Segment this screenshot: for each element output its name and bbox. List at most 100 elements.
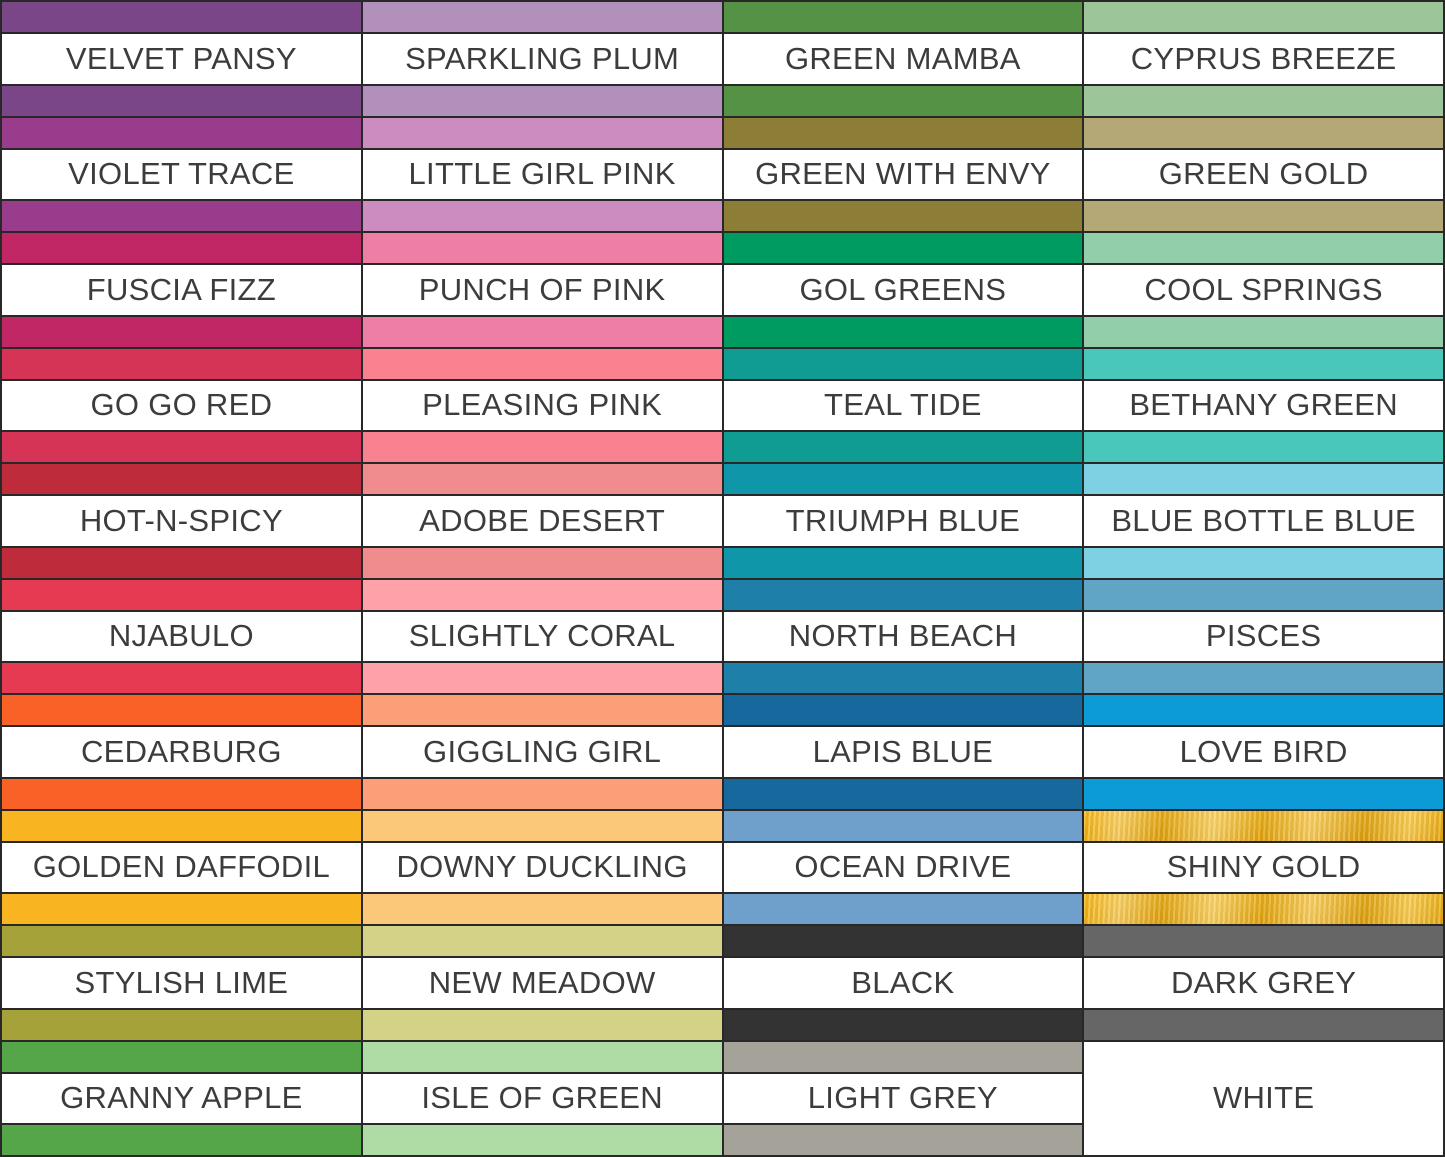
swatch-color-top-north-beach	[723, 579, 1083, 610]
swatch-color-bottom-golden-daffodil	[2, 894, 361, 924]
swatch-name-label-giggling-girl: GIGGLING GIRL	[362, 727, 722, 777]
swatch-cell-pleasing-pink: PLEASING PINK	[362, 348, 722, 462]
swatch-name-label-violet-trace: VIOLET TRACE	[2, 149, 361, 199]
swatch-name-label-go-go-red: GO GO RED	[2, 380, 361, 430]
swatch-cell-blue-bottle-blue: BLUE BOTTLE BLUE	[1084, 464, 1443, 578]
swatch-color-bottom-green-with-envy	[723, 201, 1083, 231]
swatch-color-bottom-light-grey	[723, 1125, 1083, 1155]
swatch-cell-light-grey: LIGHT GREY	[723, 1041, 1083, 1155]
swatch-color-bottom-cyprus-breeze	[1084, 85, 1443, 116]
swatch-color-top-slightly-coral	[362, 579, 722, 610]
swatch-color-bottom-hot-n-spicy	[2, 547, 361, 578]
swatch-color-top-njabulo	[2, 579, 361, 610]
swatch-color-bottom-little-girl-pink	[362, 201, 722, 231]
swatch-cell-sparkling-plum: SPARKLING PLUM	[362, 2, 722, 116]
swatch-name-label-fuscia-fizz: FUSCIA FIZZ	[2, 265, 361, 315]
swatch-color-top-giggling-girl	[362, 695, 722, 725]
swatch-color-top-green-with-envy	[723, 117, 1083, 148]
swatch-name-label-white: WHITE	[1084, 1041, 1443, 1155]
swatch-color-bottom-dark-grey	[1084, 1009, 1443, 1040]
swatch-color-top-velvet-pansy	[2, 2, 361, 32]
swatch-cell-ocean-drive: OCEAN DRIVE	[723, 810, 1083, 924]
swatch-color-top-punch-of-pink	[362, 233, 722, 263]
swatch-name-label-ocean-drive: OCEAN DRIVE	[723, 842, 1083, 892]
swatch-name-label-bethany-green: BETHANY GREEN	[1084, 380, 1443, 430]
swatch-color-top-cool-springs	[1084, 233, 1443, 263]
swatch-color-top-new-meadow	[362, 926, 722, 956]
swatch-color-bottom-cool-springs	[1084, 316, 1443, 347]
swatch-cell-punch-of-pink: PUNCH OF PINK	[362, 233, 722, 347]
swatch-cell-black: BLACK	[723, 926, 1083, 1040]
swatch-color-top-dark-grey	[1084, 926, 1443, 956]
swatch-color-bottom-fuscia-fizz	[2, 316, 361, 347]
swatch-name-label-green-mamba: GREEN MAMBA	[723, 34, 1083, 84]
swatch-name-label-pisces: PISCES	[1084, 611, 1443, 661]
swatch-name-label-green-gold: GREEN GOLD	[1084, 149, 1443, 199]
swatch-cell-granny-apple: GRANNY APPLE	[2, 1041, 361, 1155]
swatch-name-label-njabulo: NJABULO	[2, 611, 361, 661]
swatch-name-label-north-beach: NORTH BEACH	[723, 611, 1083, 661]
swatch-cell-green-gold: GREEN GOLD	[1084, 117, 1443, 231]
swatch-color-bottom-pisces	[1084, 663, 1443, 693]
swatch-color-bottom-black	[723, 1009, 1083, 1040]
swatch-cell-cool-springs: COOL SPRINGS	[1084, 233, 1443, 347]
swatch-color-bottom-triumph-blue	[723, 547, 1083, 578]
swatch-name-label-triumph-blue: TRIUMPH BLUE	[723, 496, 1083, 546]
swatch-color-top-black	[723, 926, 1083, 956]
swatch-name-label-sparkling-plum: SPARKLING PLUM	[362, 34, 722, 84]
swatch-name-label-black: BLACK	[723, 958, 1083, 1008]
swatch-name-label-green-with-envy: GREEN WITH ENVY	[723, 149, 1083, 199]
swatch-cell-pisces: PISCES	[1084, 579, 1443, 693]
swatch-name-label-velvet-pansy: VELVET PANSY	[2, 34, 361, 84]
swatch-color-bottom-shiny-gold	[1084, 894, 1443, 924]
swatch-cell-new-meadow: NEW MEADOW	[362, 926, 722, 1040]
swatch-cell-triumph-blue: TRIUMPH BLUE	[723, 464, 1083, 578]
swatch-color-bottom-love-bird	[1084, 778, 1443, 809]
swatch-name-label-cedarburg: CEDARBURG	[2, 727, 361, 777]
swatch-cell-velvet-pansy: VELVET PANSY	[2, 2, 361, 116]
swatch-cell-go-go-red: GO GO RED	[2, 348, 361, 462]
swatch-color-bottom-adobe-desert	[362, 547, 722, 578]
swatch-cell-white: WHITE	[1084, 1041, 1443, 1155]
swatch-color-bottom-lapis-blue	[723, 778, 1083, 809]
swatch-color-bottom-sparkling-plum	[362, 85, 722, 116]
swatch-color-bottom-isle-of-green	[362, 1125, 722, 1155]
swatch-cell-njabulo: NJABULO	[2, 579, 361, 693]
swatch-color-top-love-bird	[1084, 695, 1443, 725]
swatch-cell-shiny-gold: SHINY GOLD	[1084, 810, 1443, 924]
swatch-color-bottom-cedarburg	[2, 778, 361, 809]
swatch-color-top-cyprus-breeze	[1084, 2, 1443, 32]
swatch-color-top-isle-of-green	[362, 1041, 722, 1072]
swatch-color-bottom-velvet-pansy	[2, 85, 361, 116]
swatch-color-top-green-mamba	[723, 2, 1083, 32]
swatch-color-top-lapis-blue	[723, 695, 1083, 725]
swatch-color-bottom-pleasing-pink	[362, 432, 722, 462]
swatch-color-top-stylish-lime	[2, 926, 361, 956]
swatch-name-label-love-bird: LOVE BIRD	[1084, 727, 1443, 777]
swatch-cell-isle-of-green: ISLE OF GREEN	[362, 1041, 722, 1155]
swatch-cell-downy-duckling: DOWNY DUCKLING	[362, 810, 722, 924]
swatch-cell-stylish-lime: STYLISH LIME	[2, 926, 361, 1040]
swatch-name-label-dark-grey: DARK GREY	[1084, 958, 1443, 1008]
swatch-cell-adobe-desert: ADOBE DESERT	[362, 464, 722, 578]
swatch-cell-green-mamba: GREEN MAMBA	[723, 2, 1083, 116]
swatch-color-top-shiny-gold	[1084, 810, 1443, 841]
swatch-name-label-slightly-coral: SLIGHTLY CORAL	[362, 611, 722, 661]
swatch-cell-slightly-coral: SLIGHTLY CORAL	[362, 579, 722, 693]
swatch-cell-gol-greens: GOL GREENS	[723, 233, 1083, 347]
swatch-cell-dark-grey: DARK GREY	[1084, 926, 1443, 1040]
swatch-name-label-punch-of-pink: PUNCH OF PINK	[362, 265, 722, 315]
swatch-name-label-shiny-gold: SHINY GOLD	[1084, 842, 1443, 892]
swatch-cell-love-bird: LOVE BIRD	[1084, 695, 1443, 809]
swatch-name-label-stylish-lime: STYLISH LIME	[2, 958, 361, 1008]
swatch-color-bottom-giggling-girl	[362, 778, 722, 809]
swatch-name-label-hot-n-spicy: HOT-N-SPICY	[2, 496, 361, 546]
swatch-color-top-teal-tide	[723, 348, 1083, 379]
swatch-color-bottom-new-meadow	[362, 1009, 722, 1040]
swatch-color-bottom-granny-apple	[2, 1125, 361, 1155]
swatch-cell-golden-daffodil: GOLDEN DAFFODIL	[2, 810, 361, 924]
swatch-name-label-teal-tide: TEAL TIDE	[723, 380, 1083, 430]
swatch-color-bottom-gol-greens	[723, 316, 1083, 347]
swatch-cell-cyprus-breeze: CYPRUS BREEZE	[1084, 2, 1443, 116]
